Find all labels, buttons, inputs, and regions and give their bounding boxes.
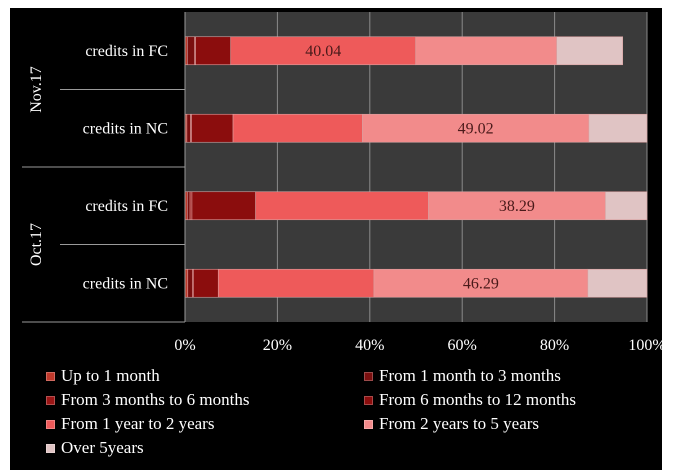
bar-segment [230, 36, 417, 66]
bar-segment [556, 36, 623, 66]
bar-segment [255, 191, 429, 221]
data-label: 38.29 [499, 198, 535, 215]
bar-segment [187, 191, 191, 221]
bar-segment [191, 113, 234, 143]
chart-frame: 40.04 49.02 38.29 46.29 credits in FC credit… [10, 8, 662, 470]
data-label: 40.04 [305, 43, 341, 60]
x-tick-label: 100% [628, 337, 662, 354]
bar-segment [428, 191, 606, 221]
legend-swatch [46, 371, 55, 381]
group-label: Nov.17 [28, 66, 45, 113]
bar-segment [587, 268, 648, 298]
bar-segment [362, 113, 590, 143]
data-label: 49.02 [458, 120, 494, 137]
legend-swatch [46, 395, 55, 405]
legend-item: From 2 years to 5 years [364, 414, 664, 434]
legend-swatch [364, 395, 373, 405]
legend-label: From 1 year to 2 years [61, 414, 215, 433]
stacked-bar-chart: 40.04 49.02 38.29 46.29 credits in FC credit… [22, 12, 662, 354]
legend-swatch [46, 419, 55, 429]
bar-segment [187, 268, 193, 298]
x-tick-label: 20% [263, 337, 292, 354]
data-label: 46.29 [463, 275, 499, 292]
bar-segment [605, 191, 648, 221]
legend-label: From 2 years to 5 years [379, 414, 540, 433]
legend-item: From 1 month to 3 months [364, 366, 664, 386]
x-tick-label: 80% [540, 337, 569, 354]
x-tick-label: 60% [448, 337, 477, 354]
legend-item: From 6 months to 12 months [364, 390, 664, 410]
bar-segment [193, 268, 219, 298]
legend-label: From 6 months to 12 months [379, 390, 576, 409]
legend-item: Up to 1 month [46, 366, 364, 386]
bar-segment [588, 113, 648, 143]
legend-item: From 1 year to 2 years [46, 414, 364, 434]
legend-swatch [364, 371, 373, 381]
group-label: Oct.17 [28, 223, 45, 266]
row-label: credits in NC [83, 120, 168, 137]
bar-segment [186, 113, 191, 143]
legend-label: Up to 1 month [61, 366, 160, 385]
legend-swatch [364, 419, 373, 429]
bar-segment [217, 268, 375, 298]
legend-label: Over 5years [61, 438, 144, 457]
row-label: credits in FC [85, 198, 168, 215]
row-label: credits in NC [83, 275, 168, 292]
row-label: credits in FC [85, 43, 168, 60]
legend-item: Over 5years [46, 438, 364, 458]
bar-segment [415, 36, 557, 66]
bar-segment [191, 191, 256, 221]
bar-segment [195, 36, 232, 66]
legend: Up to 1 month From 1 month to 3 months Fro… [46, 366, 666, 458]
x-tick-label: 0% [174, 337, 195, 354]
legend-label: From 1 month to 3 months [379, 366, 561, 385]
legend-swatch [46, 443, 55, 453]
legend-label: From 3 months to 6 months [61, 390, 250, 409]
bar-segment [232, 113, 363, 143]
x-tick-label: 40% [355, 337, 384, 354]
bar-segment [187, 36, 196, 66]
legend-item: From 3 months to 6 months [46, 390, 364, 410]
